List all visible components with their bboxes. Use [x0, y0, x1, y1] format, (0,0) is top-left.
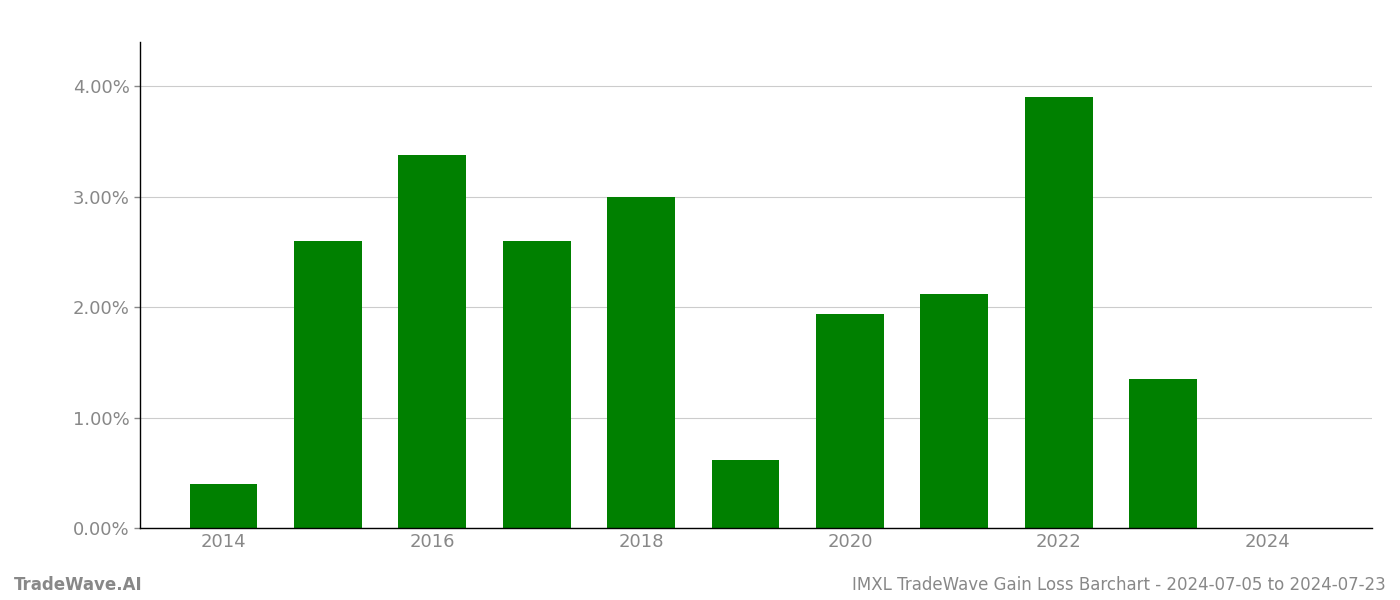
Bar [1025, 97, 1093, 528]
Bar [920, 294, 988, 528]
Bar [503, 241, 571, 528]
Bar [816, 314, 883, 528]
Text: TradeWave.AI: TradeWave.AI [14, 576, 143, 594]
Text: IMXL TradeWave Gain Loss Barchart - 2024-07-05 to 2024-07-23: IMXL TradeWave Gain Loss Barchart - 2024… [853, 576, 1386, 594]
Bar [608, 197, 675, 528]
Bar [189, 484, 258, 528]
Bar [1130, 379, 1197, 528]
Bar [399, 155, 466, 528]
Bar [711, 460, 780, 528]
Bar [294, 241, 361, 528]
